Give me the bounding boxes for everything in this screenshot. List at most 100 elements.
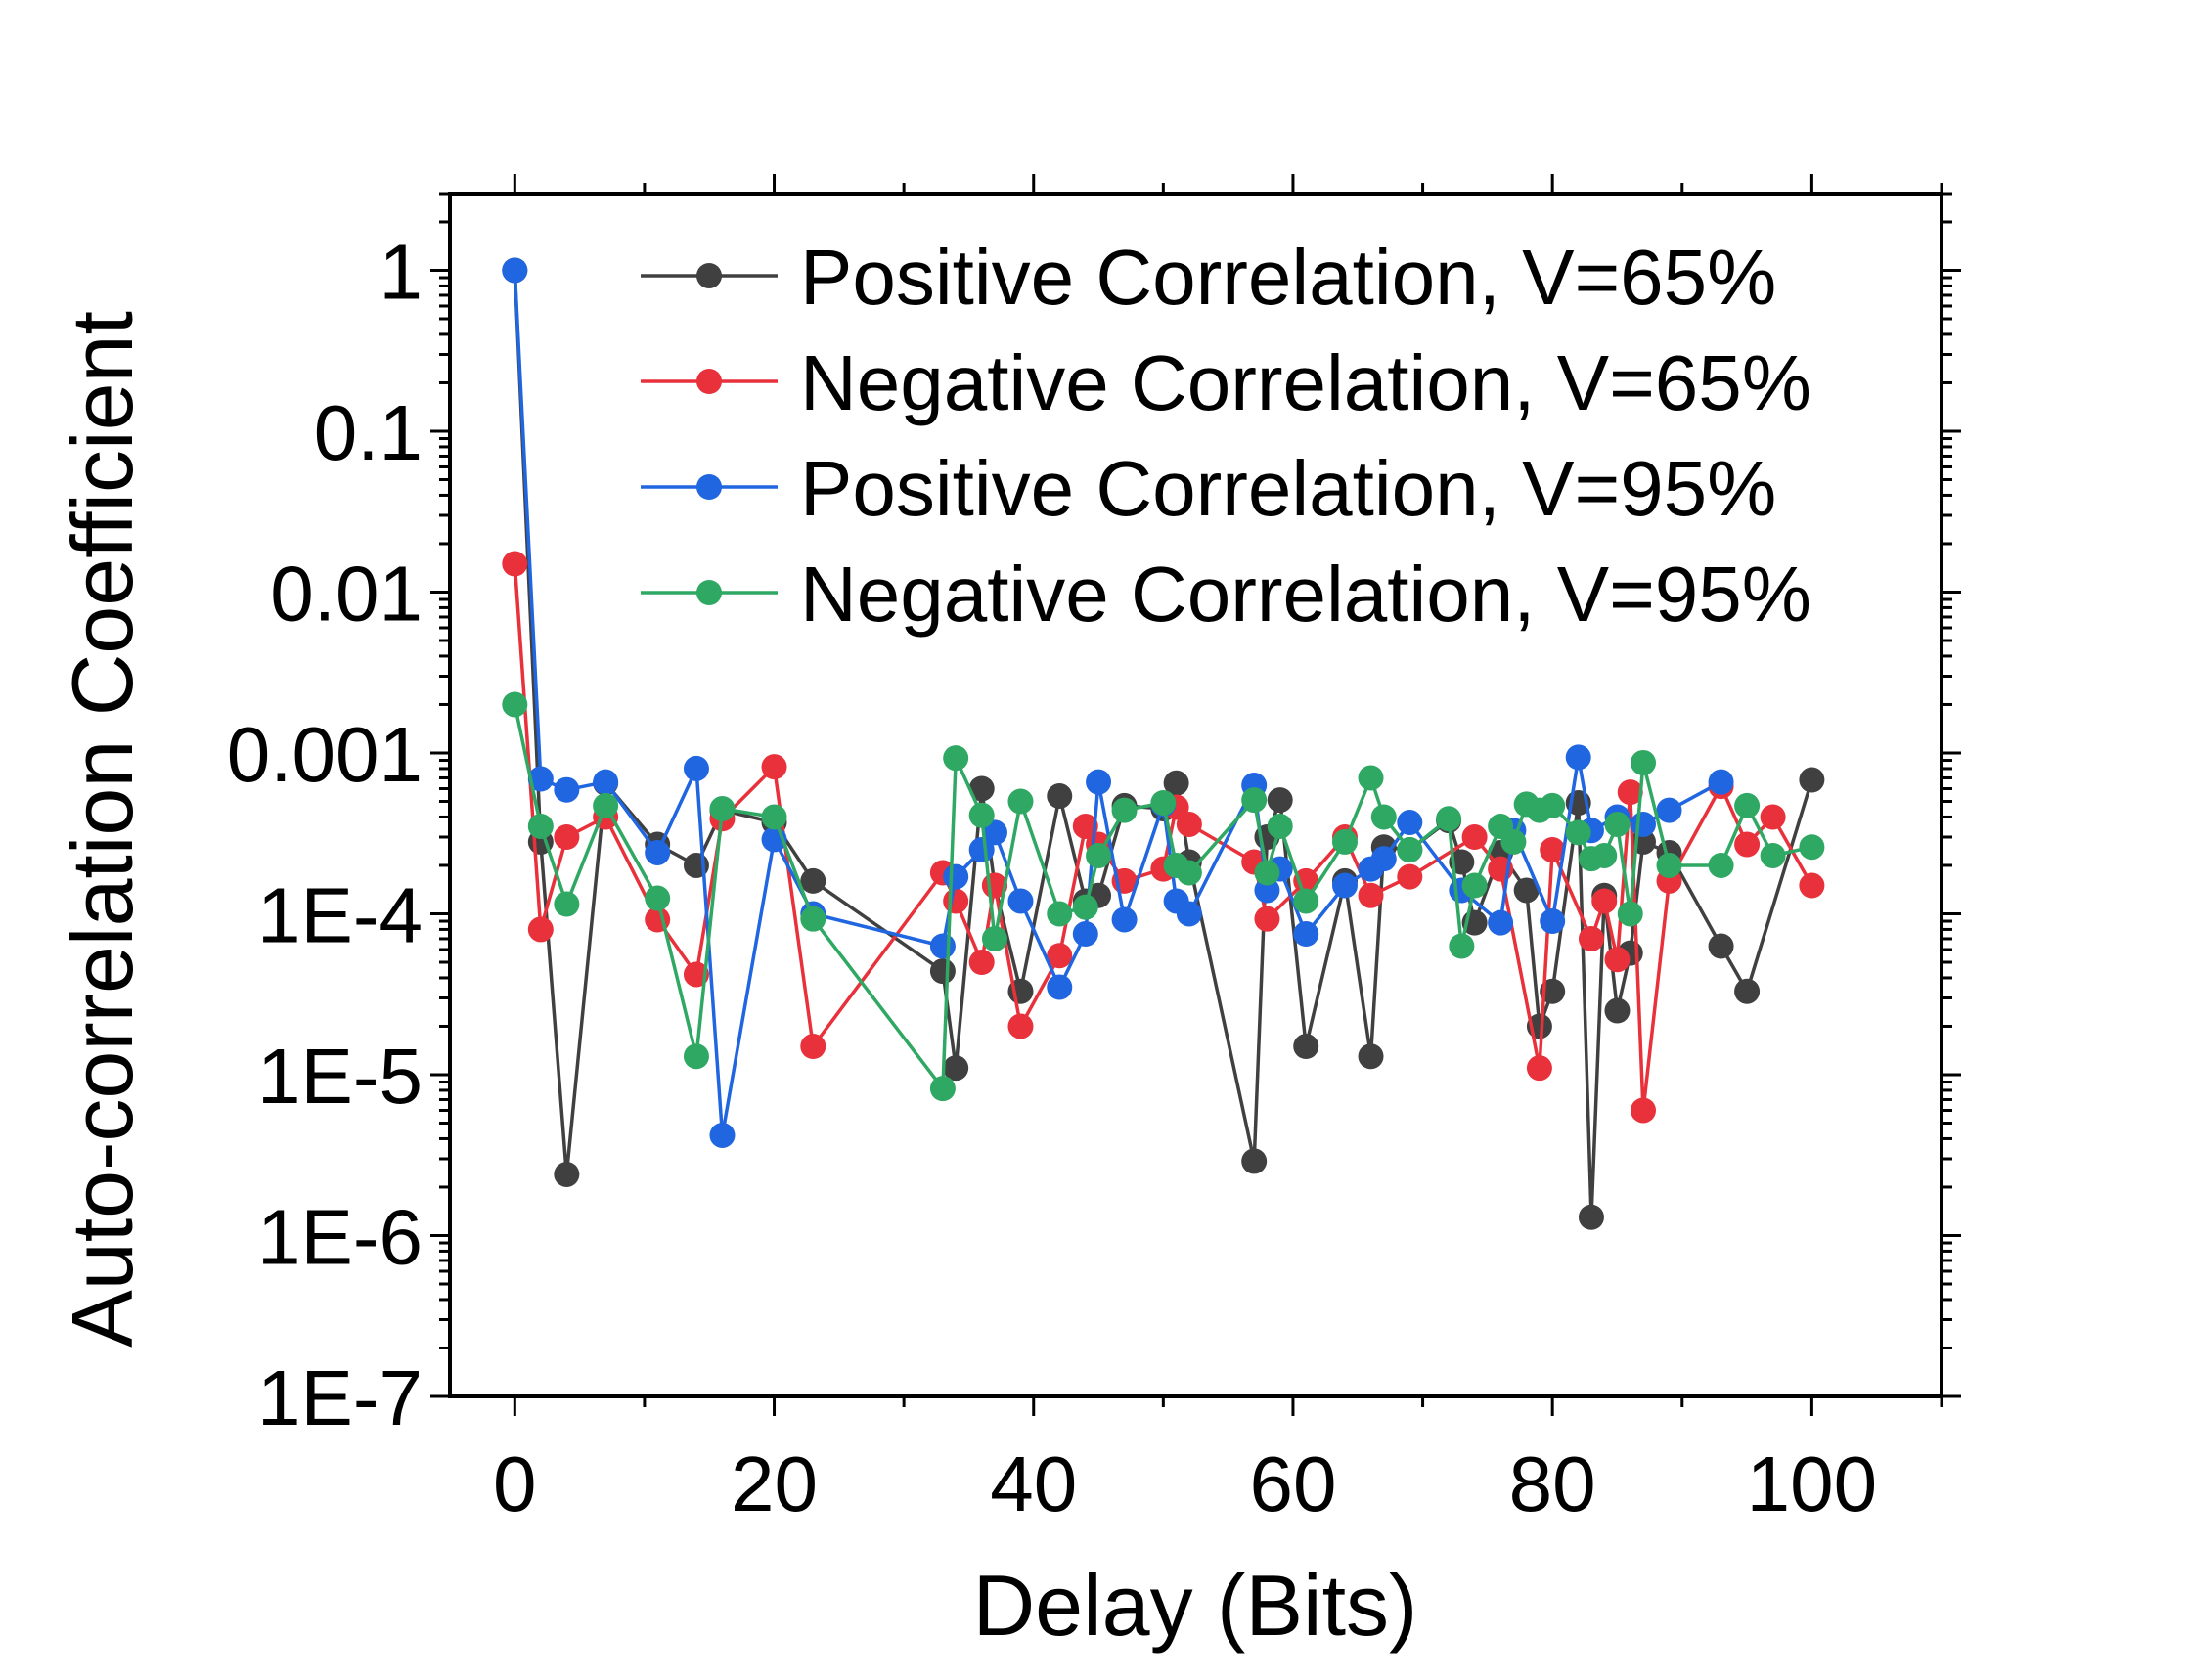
data-point xyxy=(645,885,671,911)
data-point xyxy=(1631,811,1656,837)
data-point xyxy=(981,925,1007,951)
data-point xyxy=(645,839,671,865)
data-point xyxy=(1293,1034,1319,1060)
data-point xyxy=(502,691,528,718)
y-tick-label: 1 xyxy=(380,228,424,315)
data-point xyxy=(800,1034,826,1060)
data-point xyxy=(1072,921,1098,948)
data-point xyxy=(1540,837,1566,863)
legend-marker xyxy=(696,369,722,394)
legend: Positive Correlation, V=65% Negative Corr… xyxy=(641,234,1811,638)
y-tick-label: 0.001 xyxy=(227,711,423,798)
data-point xyxy=(1604,947,1631,973)
y-tick-label: 1E-4 xyxy=(257,871,423,958)
data-point xyxy=(1540,908,1566,935)
data-point xyxy=(1332,872,1358,899)
data-point xyxy=(527,916,554,943)
data-point xyxy=(1007,788,1034,815)
data-point xyxy=(1540,792,1566,818)
y-tick-label: 1E-5 xyxy=(257,1033,423,1120)
data-point xyxy=(1397,863,1423,890)
data-point xyxy=(943,745,969,772)
data-point xyxy=(1111,906,1138,933)
data-point xyxy=(1267,813,1293,839)
data-point xyxy=(1086,769,1112,795)
data-point xyxy=(1578,925,1604,951)
x-tick-label: 40 xyxy=(990,1440,1077,1527)
data-point xyxy=(1072,894,1098,920)
data-point xyxy=(929,1076,956,1102)
data-point xyxy=(1617,779,1643,806)
data-point xyxy=(1591,842,1618,868)
data-point xyxy=(1241,787,1268,814)
legend-item: Negative Correlation, V=95% xyxy=(641,551,1811,638)
data-point xyxy=(800,867,826,894)
data-point xyxy=(761,804,787,830)
data-point xyxy=(1734,831,1761,858)
data-point xyxy=(1150,789,1177,816)
data-point xyxy=(1047,943,1073,969)
data-point xyxy=(968,837,995,863)
data-point xyxy=(1631,1097,1656,1124)
data-point xyxy=(554,891,580,917)
legend-item: Negative Correlation, V=65% xyxy=(641,339,1811,426)
data-point xyxy=(800,906,826,932)
data-point xyxy=(1617,901,1643,927)
data-point xyxy=(1176,811,1202,837)
data-point xyxy=(527,813,554,839)
data-point xyxy=(1708,852,1734,878)
data-point xyxy=(1072,813,1098,839)
data-point xyxy=(593,792,619,818)
data-point xyxy=(1358,765,1384,791)
data-point xyxy=(1241,1148,1268,1174)
y-tick-label: 0.1 xyxy=(314,389,423,476)
data-point xyxy=(1254,906,1280,932)
data-point xyxy=(1461,824,1488,851)
data-point xyxy=(929,933,956,959)
data-point xyxy=(968,775,995,802)
data-point xyxy=(709,1122,736,1148)
axis-layer: 0 20 40 60 80 100 1 0.1 0.01 0.001 1E-4 1E-5 1E-6 1E-… xyxy=(227,174,1961,1527)
data-point xyxy=(929,958,956,985)
data-point xyxy=(1734,978,1761,1004)
data-point xyxy=(1254,877,1280,904)
data-point xyxy=(1176,860,1202,886)
data-point xyxy=(502,551,528,577)
data-point xyxy=(1397,810,1423,836)
x-tick-label: 20 xyxy=(731,1440,818,1527)
data-point xyxy=(1163,770,1189,796)
data-point xyxy=(943,863,969,890)
data-point xyxy=(1760,842,1786,868)
data-point xyxy=(1370,804,1397,830)
data-point xyxy=(1604,811,1631,837)
data-point xyxy=(1565,744,1591,771)
x-tick-label: 80 xyxy=(1509,1440,1596,1527)
data-point xyxy=(1526,1055,1552,1082)
data-point xyxy=(1578,1204,1604,1230)
data-point xyxy=(1760,804,1786,830)
data-point xyxy=(1332,828,1358,855)
data-point xyxy=(554,1161,580,1187)
data-point xyxy=(1708,933,1734,959)
data-point xyxy=(1565,819,1591,846)
x-tick-label: 60 xyxy=(1249,1440,1336,1527)
y-tick-label: 1E-7 xyxy=(257,1354,423,1441)
plot-frame xyxy=(448,192,1943,1398)
legend-item: Positive Correlation, V=65% xyxy=(641,234,1776,321)
data-point xyxy=(981,819,1007,846)
data-point xyxy=(1397,837,1423,863)
data-point xyxy=(1293,921,1319,948)
legend-item: Positive Correlation, V=95% xyxy=(641,445,1776,532)
data-point xyxy=(1176,901,1202,927)
data-point xyxy=(1370,846,1397,872)
data-point xyxy=(1461,872,1488,899)
legend-label: Negative Correlation, V=65% xyxy=(800,339,1811,426)
y-tick-label: 0.01 xyxy=(270,550,423,637)
data-point xyxy=(1267,787,1293,814)
data-point xyxy=(1358,882,1384,908)
series-layer xyxy=(502,257,1825,1230)
x-axis-label: Delay (Bits) xyxy=(973,1557,1418,1654)
data-point xyxy=(1656,797,1682,823)
y-axis-label: Auto-correlation Coefficient xyxy=(54,311,151,1348)
